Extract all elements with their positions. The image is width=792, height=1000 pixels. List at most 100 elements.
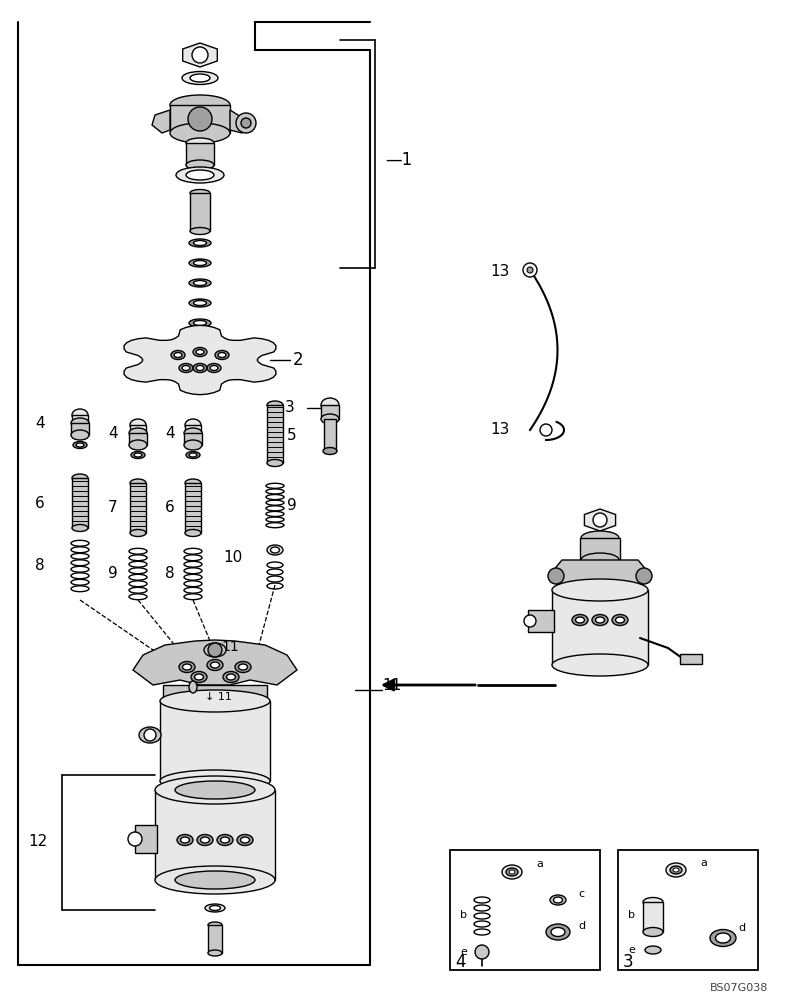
Ellipse shape (186, 138, 214, 148)
Bar (528, 610, 554, 632)
Ellipse shape (673, 868, 679, 872)
Ellipse shape (670, 866, 682, 874)
Ellipse shape (645, 946, 661, 954)
Polygon shape (133, 640, 297, 685)
Text: 9: 9 (287, 497, 297, 512)
Ellipse shape (643, 898, 663, 906)
Ellipse shape (238, 664, 247, 670)
Ellipse shape (185, 419, 201, 431)
Ellipse shape (189, 279, 211, 287)
Ellipse shape (710, 930, 736, 946)
Ellipse shape (237, 834, 253, 846)
Bar (450, 850, 600, 970)
Text: 3: 3 (285, 400, 295, 416)
Ellipse shape (190, 228, 210, 234)
Ellipse shape (129, 428, 147, 438)
Circle shape (636, 568, 652, 584)
Text: 8: 8 (165, 566, 174, 582)
Text: 6: 6 (35, 495, 45, 510)
Bar (552, 590, 648, 665)
Ellipse shape (550, 895, 566, 905)
Ellipse shape (189, 259, 211, 267)
Ellipse shape (185, 530, 201, 536)
Text: 11: 11 (382, 678, 402, 692)
Ellipse shape (210, 906, 220, 910)
Bar (155, 790, 275, 880)
Ellipse shape (189, 239, 211, 247)
Ellipse shape (210, 365, 218, 370)
Ellipse shape (208, 922, 222, 928)
Ellipse shape (193, 320, 207, 326)
Bar (185, 425, 201, 433)
Bar (184, 433, 202, 445)
Text: 11: 11 (221, 640, 238, 654)
Ellipse shape (130, 530, 146, 536)
Ellipse shape (182, 72, 218, 85)
Text: 4: 4 (108, 426, 118, 440)
Ellipse shape (218, 353, 226, 358)
Bar (208, 925, 222, 953)
Ellipse shape (581, 553, 619, 567)
Ellipse shape (552, 579, 648, 601)
Text: 13: 13 (490, 422, 509, 438)
Ellipse shape (186, 452, 200, 458)
Bar (72, 478, 88, 528)
Ellipse shape (235, 662, 251, 672)
Ellipse shape (323, 448, 337, 454)
Text: c: c (578, 889, 584, 899)
Ellipse shape (223, 672, 239, 682)
Text: d: d (738, 923, 745, 933)
Ellipse shape (715, 933, 730, 943)
Text: ↓ 11: ↓ 11 (205, 692, 232, 702)
Ellipse shape (581, 531, 619, 545)
Text: 3: 3 (623, 953, 634, 971)
Ellipse shape (227, 674, 235, 680)
Ellipse shape (193, 363, 207, 372)
Circle shape (524, 615, 536, 627)
Ellipse shape (72, 409, 88, 421)
Ellipse shape (612, 614, 628, 626)
Bar (130, 425, 146, 433)
Ellipse shape (193, 240, 207, 245)
Text: 10: 10 (223, 550, 242, 566)
Text: b: b (628, 910, 635, 920)
Ellipse shape (208, 950, 222, 956)
Ellipse shape (193, 260, 207, 265)
Ellipse shape (71, 418, 89, 428)
Ellipse shape (502, 865, 522, 879)
Ellipse shape (321, 414, 339, 424)
Polygon shape (152, 110, 170, 133)
Ellipse shape (554, 897, 562, 903)
Ellipse shape (271, 547, 280, 553)
Text: 6: 6 (165, 500, 175, 516)
Ellipse shape (200, 837, 210, 843)
Text: a: a (536, 859, 543, 869)
Polygon shape (183, 43, 217, 67)
Ellipse shape (215, 351, 229, 360)
Bar (135, 825, 157, 853)
Circle shape (475, 945, 489, 959)
Ellipse shape (205, 904, 225, 912)
Ellipse shape (193, 280, 207, 286)
Ellipse shape (129, 440, 147, 450)
Text: 2: 2 (293, 351, 303, 369)
Ellipse shape (184, 440, 202, 450)
Ellipse shape (197, 834, 213, 846)
Ellipse shape (179, 662, 195, 672)
Circle shape (144, 729, 156, 741)
Ellipse shape (71, 430, 89, 440)
Text: d: d (578, 921, 585, 931)
Bar (72, 415, 88, 423)
Polygon shape (124, 325, 276, 395)
Ellipse shape (196, 350, 204, 355)
Ellipse shape (267, 545, 283, 555)
Text: e: e (460, 947, 466, 957)
Ellipse shape (196, 365, 204, 370)
Ellipse shape (241, 837, 249, 843)
Ellipse shape (72, 524, 88, 532)
Ellipse shape (155, 866, 275, 894)
Bar (185, 483, 201, 533)
Ellipse shape (506, 868, 518, 876)
Ellipse shape (193, 300, 207, 306)
Circle shape (188, 107, 212, 131)
